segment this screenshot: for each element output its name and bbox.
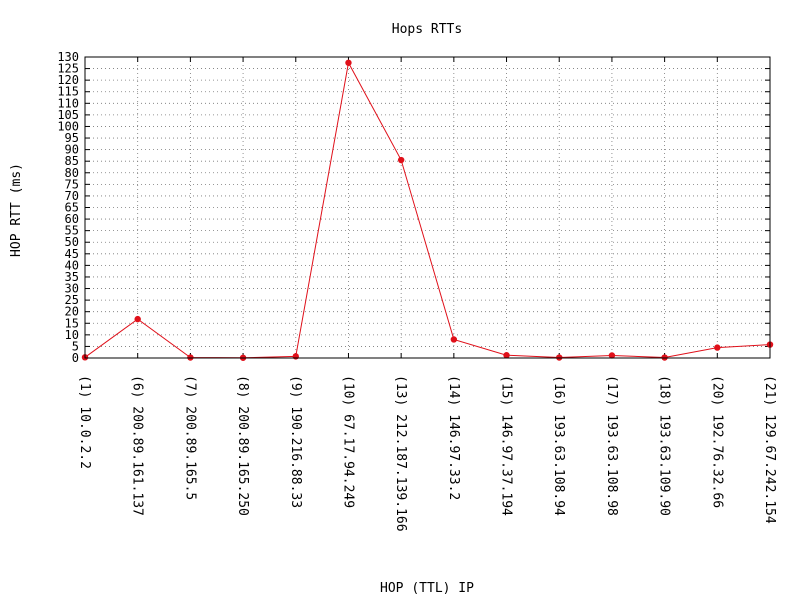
y-tick-label: 130 xyxy=(57,50,79,64)
y-tick-label: 5 xyxy=(72,339,79,353)
x-tick-label: (6) 200.89.161.137 xyxy=(130,375,145,516)
x-tick-label: (18) 193.63.109.90 xyxy=(657,375,672,516)
data-point xyxy=(134,315,141,323)
y-tick-label: 115 xyxy=(57,85,79,99)
y-tick-label: 65 xyxy=(65,201,79,215)
series-group xyxy=(81,59,774,361)
y-tick-label: 95 xyxy=(65,131,79,145)
data-point xyxy=(714,344,721,351)
y-tick-label: 55 xyxy=(65,224,79,238)
y-tick-label: 110 xyxy=(57,96,79,110)
x-axis-ticks: (1) 10.0.2.2 (6) 200.89.161.137 (7) 200.89… xyxy=(77,57,777,532)
x-tick-label: (8) 200.89.165.250 xyxy=(235,375,250,516)
y-axis-title: HOP RTT (ms) xyxy=(9,163,24,257)
x-tick-label: (13) 212.187.139.166 xyxy=(393,375,408,532)
series-line xyxy=(84,61,771,359)
y-tick-label: 125 xyxy=(57,62,79,76)
y-tick-label: 50 xyxy=(65,235,79,249)
x-tick-label: (21) 129.67.242.154 xyxy=(762,375,777,524)
y-tick-label: 30 xyxy=(65,282,79,296)
y-tick-label: 90 xyxy=(65,143,79,157)
y-tick-label: 35 xyxy=(65,270,79,284)
x-tick-label: (10) 67.17.94.249 xyxy=(340,375,355,508)
y-tick-label: 45 xyxy=(65,247,79,261)
chart-title: Hops RTTs xyxy=(392,22,462,37)
x-tick-label: (14) 146.97.33.2 xyxy=(446,375,461,500)
data-point xyxy=(292,353,299,360)
data-point xyxy=(345,59,352,66)
x-tick-label: (17) 193.63.108.98 xyxy=(604,375,619,516)
x-tick-label: (7) 200.89.165.5 xyxy=(182,375,197,500)
data-point xyxy=(450,336,458,343)
data-point xyxy=(503,352,510,359)
y-tick-label: 70 xyxy=(65,189,79,203)
y-tick-label: 100 xyxy=(57,119,79,133)
data-point xyxy=(397,156,405,164)
plot-frame xyxy=(84,56,771,359)
y-tick-label: 85 xyxy=(65,154,79,168)
y-tick-label: 15 xyxy=(65,316,79,330)
y-tick-label: 10 xyxy=(65,328,79,342)
x-tick-label: (9) 190.216.88.33 xyxy=(288,375,303,508)
y-tick-label: 105 xyxy=(57,108,79,122)
y-tick-label: 75 xyxy=(65,177,79,191)
y-tick-label: 60 xyxy=(65,212,79,226)
y-tick-label: 120 xyxy=(57,73,79,87)
data-point xyxy=(608,352,616,359)
y-tick-label: 40 xyxy=(65,258,79,272)
y-tick-label: 20 xyxy=(65,305,79,319)
y-tick-label: 80 xyxy=(65,166,79,180)
x-tick-label: (16) 193.63.108.94 xyxy=(551,375,566,516)
x-axis-title: HOP (TTL) IP xyxy=(380,581,474,596)
grid xyxy=(85,57,770,358)
x-tick-label: (1) 10.0.2.2 xyxy=(77,375,92,469)
x-tick-label: (20) 192.76.32.66 xyxy=(709,375,724,508)
x-tick-label: (15) 146.97.37.194 xyxy=(499,375,514,516)
y-axis-ticks: 0510152025303540455055606570758085909510… xyxy=(57,50,770,365)
y-tick-label: 0 xyxy=(72,351,79,365)
y-tick-label: 25 xyxy=(65,293,79,307)
